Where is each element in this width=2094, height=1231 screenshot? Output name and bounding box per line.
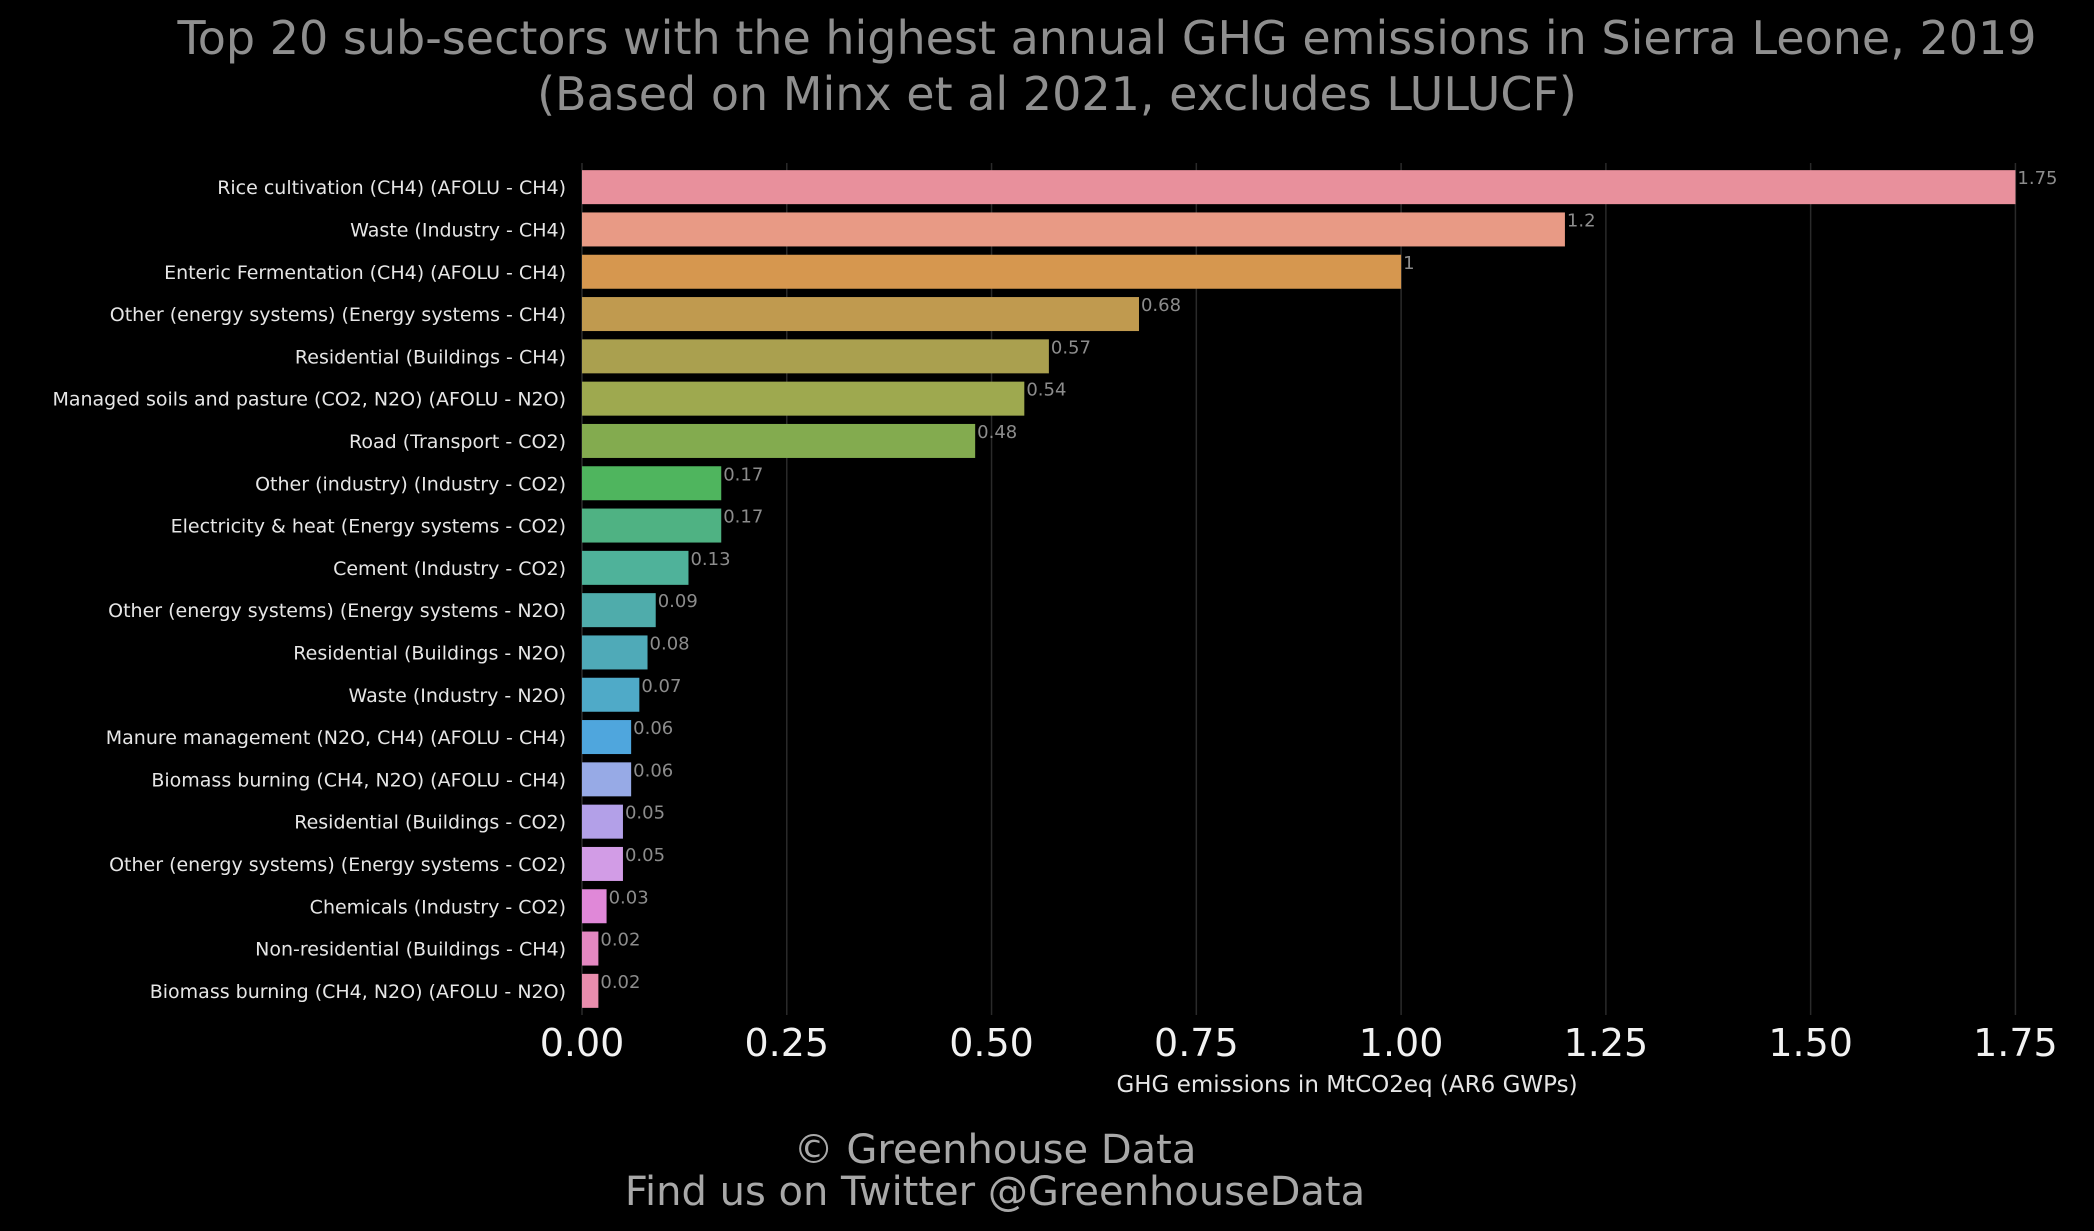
bar-value-label: 1.2	[1567, 210, 1596, 231]
bar	[582, 973, 599, 1008]
category-label: Residential (Buildings - CO2)	[294, 812, 566, 834]
bar-value-label: 0.68	[1141, 295, 1181, 316]
bar	[582, 931, 599, 966]
bar-value-label: 0.02	[600, 972, 640, 993]
category-label: Waste (Industry - N2O)	[349, 685, 566, 707]
x-axis-ticks: 0.00 0.25 0.50 0.75 1.00 1.25 1.50 1.75	[540, 1021, 2058, 1065]
category-label: Electricity & heat (Energy systems - CO2…	[171, 516, 566, 538]
bar	[582, 423, 976, 458]
bar-value-label: 0.03	[609, 887, 649, 908]
value-labels: 1.75 1.2 1 0.68 0.57 0.54 0.48 0.17 0.17 0.13 0.09…	[600, 168, 2057, 993]
chart-title: Top 20 sub-sectors with the highest annu…	[177, 11, 2037, 65]
category-label: Other (energy systems) (Energy systems -…	[110, 304, 566, 326]
bar-value-label: 0.09	[658, 591, 698, 612]
category-label: Residential (Buildings - CH4)	[295, 346, 566, 368]
category-label: Chemicals (Industry - CO2)	[310, 896, 566, 918]
bar-value-label: 0.17	[723, 507, 763, 528]
bar	[582, 846, 623, 881]
category-label: Manure management (N2O, CH4) (AFOLU - CH…	[106, 727, 566, 749]
bar	[582, 762, 632, 797]
bar-value-label: 0.54	[1026, 380, 1066, 401]
bar-value-label: 0.13	[690, 549, 730, 570]
category-label: Residential (Buildings - N2O)	[293, 642, 566, 664]
bar	[582, 466, 722, 501]
bar-value-label: 0.06	[633, 760, 673, 781]
bar	[582, 593, 656, 628]
x-tick-label: 1.00	[1359, 1021, 1444, 1065]
bar	[582, 720, 632, 755]
bar	[582, 381, 1025, 416]
category-label: Waste (Industry - CH4)	[350, 219, 566, 241]
bar	[582, 635, 648, 670]
x-axis-label: GHG emissions in MtCO2eq (AR6 GWPs)	[1116, 1072, 1577, 1098]
bars	[582, 170, 2016, 1008]
bar-value-label: 0.48	[977, 422, 1017, 443]
category-label: Rice cultivation (CH4) (AFOLU - CH4)	[217, 177, 566, 199]
x-tick-label: 1.25	[1564, 1021, 1649, 1065]
category-label: Road (Transport - CO2)	[349, 431, 566, 453]
bar-value-label: 1	[1403, 253, 1414, 274]
bar-value-label: 0.02	[600, 930, 640, 951]
category-label: Managed soils and pasture (CO2, N2O) (AF…	[52, 389, 566, 411]
bar	[582, 254, 1402, 289]
bar	[582, 804, 623, 839]
bar	[582, 339, 1049, 374]
gridlines	[581, 163, 2017, 1015]
bar-value-label: 0.05	[625, 803, 665, 824]
footer-copyright: © Greenhouse Data	[793, 1127, 1197, 1173]
category-label: Biomass burning (CH4, N2O) (AFOLU - N2O)	[150, 981, 566, 1003]
x-tick-label: 0.75	[1154, 1021, 1239, 1065]
bar-value-label: 0.07	[641, 676, 681, 697]
bar	[582, 212, 1565, 247]
x-tick-label: 1.50	[1768, 1021, 1853, 1065]
x-tick-label: 1.75	[1973, 1021, 2058, 1065]
category-label: Other (industry) (Industry - CO2)	[255, 473, 566, 495]
bar	[582, 170, 2016, 205]
category-label: Other (energy systems) (Energy systems -…	[109, 854, 566, 876]
bar-value-label: 0.17	[723, 464, 763, 485]
chart-subtitle: (Based on Minx et al 2021, excludes LULU…	[537, 67, 1577, 121]
bar-value-label: 0.06	[633, 718, 673, 739]
category-label: Enteric Fermentation (CH4) (AFOLU - CH4)	[164, 262, 566, 284]
footer-twitter: Find us on Twitter @GreenhouseData	[624, 1169, 1366, 1215]
category-label: Non-residential (Buildings - CH4)	[255, 939, 566, 961]
bar-value-label: 0.57	[1051, 337, 1091, 358]
bar	[582, 889, 607, 924]
category-label: Cement (Industry - CO2)	[333, 558, 566, 580]
x-tick-label: 0.50	[949, 1021, 1034, 1065]
bar-value-label: 0.05	[625, 845, 665, 866]
category-label: Other (energy systems) (Energy systems -…	[108, 600, 566, 622]
bar-value-label: 0.08	[650, 633, 690, 654]
bar	[582, 550, 689, 585]
bar	[582, 508, 722, 543]
x-tick-label: 0.25	[744, 1021, 829, 1065]
category-label: Biomass burning (CH4, N2O) (AFOLU - CH4)	[151, 769, 566, 791]
x-tick-label: 0.00	[540, 1021, 625, 1065]
bar	[582, 297, 1139, 332]
category-labels: Rice cultivation (CH4) (AFOLU - CH4) Wast…	[52, 177, 566, 1003]
bar-value-label: 1.75	[2017, 168, 2057, 189]
bar	[582, 677, 640, 712]
